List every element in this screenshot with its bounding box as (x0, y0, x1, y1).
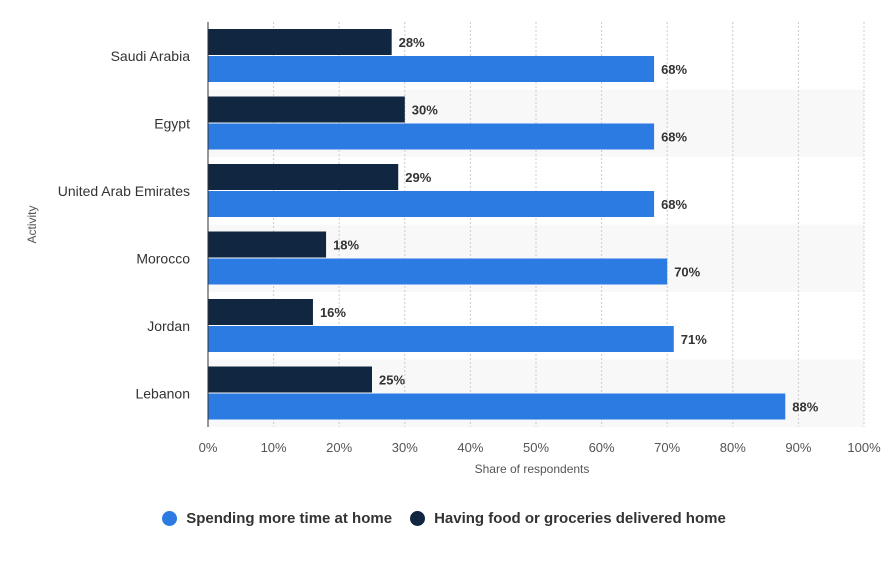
data-label: 68% (661, 197, 687, 212)
x-tick-label: 50% (523, 440, 549, 455)
x-tick-label: 10% (261, 440, 287, 455)
bar-spending[interactable] (208, 56, 655, 82)
x-tick-labels: 0% 10% 20% 30% 40% 50% 60% 70% 80% 90% 100% (199, 440, 881, 455)
bar-delivery[interactable] (208, 96, 405, 123)
category-label: Egypt (154, 115, 190, 131)
x-tick-label: 30% (392, 440, 418, 455)
legend-marker-spending (162, 511, 178, 526)
x-tick-label: 90% (785, 440, 811, 455)
data-label: 25% (379, 373, 405, 388)
data-label: 18% (333, 238, 359, 253)
legend-item-delivery[interactable]: Having food or groceries delivered home (410, 510, 726, 527)
bar-delivery[interactable] (208, 299, 313, 325)
category-label: Lebanon (135, 385, 190, 401)
x-tick-label: 0% (199, 440, 218, 455)
gridlines (273, 22, 865, 427)
x-tick-label: 80% (720, 440, 746, 455)
legend-label-delivery: Having food or groceries delivered home (434, 510, 726, 527)
bar-delivery[interactable] (208, 366, 372, 393)
y-axis-title: Activity (25, 205, 39, 243)
data-label: 71% (681, 332, 707, 347)
x-tick-label: 100% (847, 440, 881, 455)
bar-delivery[interactable] (208, 29, 392, 55)
data-label: 70% (674, 265, 700, 280)
x-tick-label: 40% (457, 440, 483, 455)
data-label: 30% (412, 103, 438, 118)
category-label: Jordan (147, 318, 190, 334)
legend-label-spending: Spending more time at home (186, 510, 393, 527)
x-tick-label: 60% (589, 440, 615, 455)
data-label: 68% (661, 130, 687, 145)
legend-marker-delivery (410, 511, 426, 526)
x-tick-label: 20% (326, 440, 352, 455)
category-label: Morocco (136, 250, 190, 266)
bar-spending[interactable] (208, 326, 674, 352)
data-label: 29% (405, 170, 431, 185)
category-label: Saudi Arabia (111, 48, 191, 64)
category-label: United Arab Emirates (58, 183, 190, 199)
bar-delivery[interactable] (208, 164, 399, 190)
bar-spending[interactable] (208, 123, 655, 150)
data-label: 28% (399, 35, 425, 50)
legend: Spending more time at home Having food o… (0, 510, 888, 527)
bar-spending[interactable] (208, 393, 786, 420)
x-tick-label: 70% (654, 440, 680, 455)
data-label: 88% (792, 400, 818, 415)
x-axis-title: Share of respondents (475, 462, 590, 476)
category-labels: Saudi Arabia Egypt United Arab Emirates Mor… (58, 48, 191, 402)
bar-spending[interactable] (208, 191, 655, 217)
bar-delivery[interactable] (208, 231, 327, 258)
data-label: 68% (661, 62, 687, 77)
legend-item-spending[interactable]: Spending more time at home (162, 510, 392, 527)
bar-spending[interactable] (208, 258, 668, 285)
data-label: 16% (320, 305, 346, 320)
bars: 28% 68% 30% 68% 29% 68% 18% 70% 16% 71% 25% 88% (208, 29, 819, 420)
